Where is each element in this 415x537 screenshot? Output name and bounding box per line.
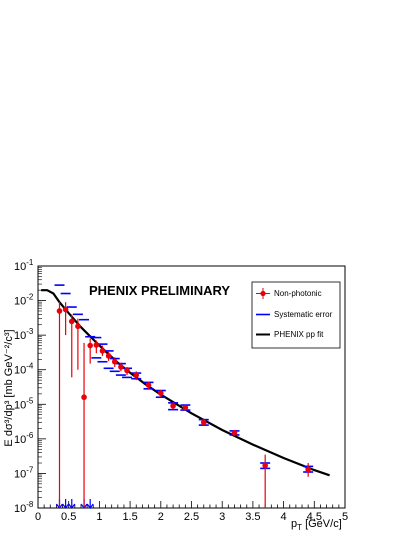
data-point <box>62 306 69 313</box>
x-tick-label: 3.5 <box>245 511 260 523</box>
systematic-arrow-head <box>62 503 70 509</box>
data-point <box>87 342 93 349</box>
x-axis-title: pT [GeV/c] <box>291 518 342 532</box>
data-point-layer <box>56 302 311 508</box>
x-tick-label: 3 <box>219 511 225 523</box>
chart-annotation: PHENIX PRELIMINARY <box>89 283 230 298</box>
y-axis-title: E dσ³/dp³ [mb GeV⁻²/c³] <box>3 329 15 446</box>
y-tick-label: 10-8 <box>14 500 34 515</box>
data-point <box>93 342 100 348</box>
x-tick-label: 0 <box>35 511 41 523</box>
x-tick-labels: 0 0.5 1 1.5 2 2.5 3 3.5 4 4.5 5 <box>35 511 348 523</box>
data-point <box>75 323 81 330</box>
data-point <box>182 404 189 411</box>
x-tick-label: 1.5 <box>122 511 137 523</box>
x-tick-label: 4 <box>281 511 287 523</box>
data-point <box>56 308 63 314</box>
systematic-error-layer <box>54 284 314 509</box>
data-point <box>124 367 130 374</box>
data-point <box>305 466 311 473</box>
data-point <box>99 348 106 354</box>
y-tick-labels: 10-1 10-2 10-3 10-4 10-5 10-6 10-7 10-8 <box>14 258 34 515</box>
data-point <box>262 462 268 469</box>
x-axis-title-prefix: p <box>291 518 297 530</box>
data-point <box>68 318 75 325</box>
legend-marker-nonphotonic <box>260 290 266 297</box>
data-point <box>81 394 87 401</box>
data-point <box>111 358 118 365</box>
legend-label-systematic: Systematic error <box>274 310 333 319</box>
data-point <box>145 382 152 388</box>
data-point <box>118 364 124 370</box>
x-tick-label: 1 <box>96 511 102 523</box>
legend-label-fit: PHENIX pp fit <box>274 330 324 339</box>
y-tick-label: 10-3 <box>14 327 34 342</box>
systematic-arrow-head <box>68 503 76 509</box>
data-point <box>158 390 164 396</box>
y-tick-label: 10-6 <box>14 431 34 446</box>
y-tick-label: 10-1 <box>14 258 34 273</box>
data-point <box>200 419 207 426</box>
y-tick-label: 10-5 <box>14 396 34 411</box>
data-point <box>170 403 176 409</box>
legend: Non-photonic Systematic error PHENIX pp … <box>251 281 341 349</box>
data-point <box>231 429 238 436</box>
x-axis-title-sub: T <box>297 523 302 532</box>
systematic-arrow-head <box>86 503 94 509</box>
x-tick-label: 0.5 <box>61 511 76 523</box>
x-tick-label: 5 <box>342 511 348 523</box>
x-axis-title-suffix: [GeV/c] <box>302 518 342 530</box>
x-tick-label: 4.5 <box>307 511 322 523</box>
data-point <box>133 372 140 378</box>
x-tick-label: 2 <box>158 511 164 523</box>
y-tick-label: 10-4 <box>14 362 34 377</box>
y-tick-label: 10-2 <box>14 293 34 308</box>
data-point <box>105 353 112 359</box>
y-tick-label: 10-7 <box>14 465 34 480</box>
x-tick-label: 2.5 <box>184 511 199 523</box>
legend-label-nonphotonic: Non-photonic <box>274 289 322 298</box>
